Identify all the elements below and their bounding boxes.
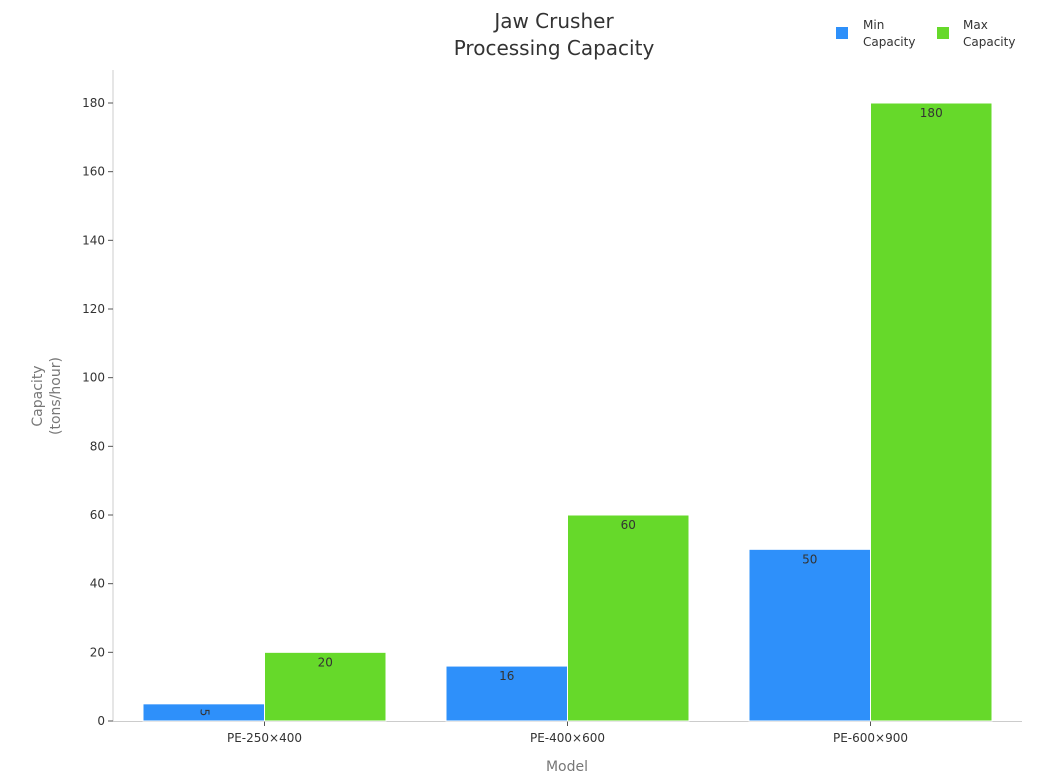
legend-label-max-line-2: Capacity (963, 35, 1015, 49)
bar-value-label: 20 (318, 655, 333, 669)
bar-value-label: 50 (802, 552, 817, 566)
legend-swatch-min (836, 27, 848, 39)
chart-title-line-2: Processing Capacity (454, 36, 655, 60)
legend: Min Capacity Max Capacity (836, 18, 1015, 49)
x-axis-title: Model (546, 759, 588, 775)
y-tick-label: 60 (90, 508, 105, 522)
legend-label-min-line-1: Min (863, 18, 884, 32)
y-tick-label: 140 (82, 233, 105, 247)
y-tick-label: 20 (90, 645, 105, 659)
bar (445, 665, 568, 722)
legend-label-min-line-2: Capacity (863, 35, 915, 49)
x-tick-label: PE-250×400 (227, 731, 302, 745)
plot-area: 0 20 40 60 80 100 120 140 160 180 PE-250×400 5 20 PE-… (82, 70, 1022, 745)
y-axis-title-line-2: (tons/hour) (48, 357, 64, 435)
y-tick-label: 160 (82, 165, 105, 179)
y-tick-label: 40 (90, 577, 105, 591)
y-tick-label: 0 (97, 714, 105, 728)
legend-swatch-max (937, 27, 949, 39)
x-tick-label: PE-600×900 (833, 731, 908, 745)
bar (264, 651, 387, 722)
bar (567, 514, 690, 722)
y-tick-label: 100 (82, 371, 105, 385)
y-tick-label: 120 (82, 302, 105, 316)
x-tick-label: PE-400×600 (530, 731, 605, 745)
y-tick-label: 180 (82, 96, 105, 110)
bar (748, 548, 871, 722)
legend-label-max-line-1: Max (963, 18, 988, 32)
bar (870, 102, 993, 722)
chart-title-line-1: Jaw Crusher (492, 9, 614, 33)
bar-value-label: 180 (920, 106, 943, 120)
bar-value-label: 5 (197, 709, 211, 717)
y-axis-title-line-1: Capacity (30, 365, 46, 426)
bar-value-label: 60 (621, 518, 636, 532)
bar-value-label: 16 (499, 669, 514, 683)
y-tick-label: 80 (90, 439, 105, 453)
